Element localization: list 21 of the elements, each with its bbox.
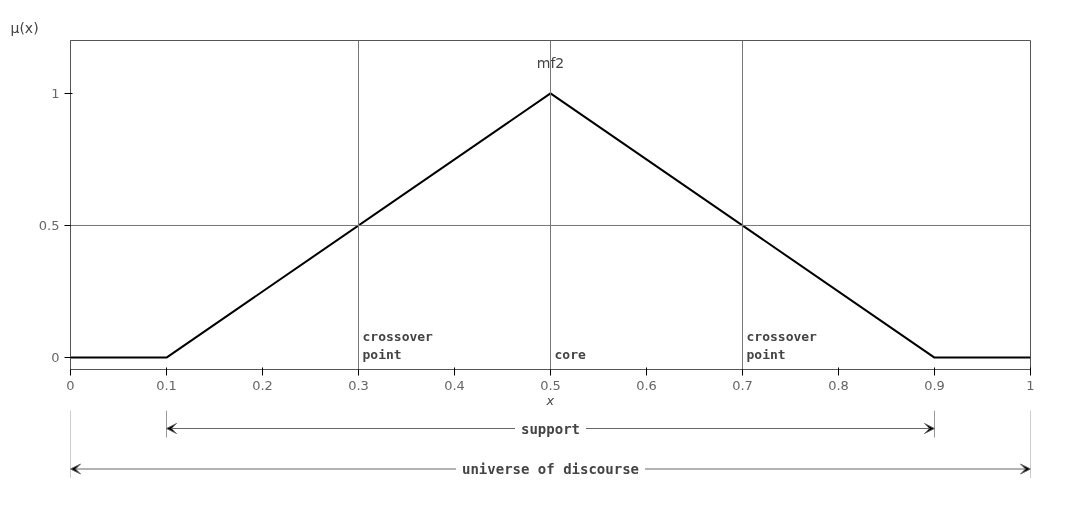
y-tick-label: 1 — [51, 85, 60, 101]
ref-line-label: crossover point — [362, 328, 434, 362]
x-tick-label: 0.7 — [732, 377, 753, 393]
x-tick-label: 0 — [66, 377, 75, 393]
text: support — [521, 420, 581, 437]
y-tick-label: 0.5 — [38, 217, 60, 233]
x-tick-label: 0.1 — [156, 377, 177, 393]
ref-line-label: crossover point — [746, 328, 818, 362]
x-tick-label: 0.3 — [348, 377, 369, 393]
x-tick-label: 0.5 — [540, 377, 561, 393]
x-axis-title: x — [545, 392, 555, 408]
x-tick-label: 1 — [1026, 377, 1035, 393]
y-tick-label: 0 — [51, 350, 60, 366]
x-tick-label: 0.4 — [444, 377, 465, 393]
x-tick-label: 0.9 — [924, 377, 945, 393]
x-tick-label: 0.6 — [636, 377, 657, 393]
x-tick-label: 0.2 — [252, 377, 273, 393]
ref-line-label: core — [554, 346, 586, 362]
text: universe of discourse — [462, 461, 640, 477]
x-tick-label: 0.8 — [828, 377, 849, 393]
y-axis-title: μ(x) — [10, 19, 39, 36]
